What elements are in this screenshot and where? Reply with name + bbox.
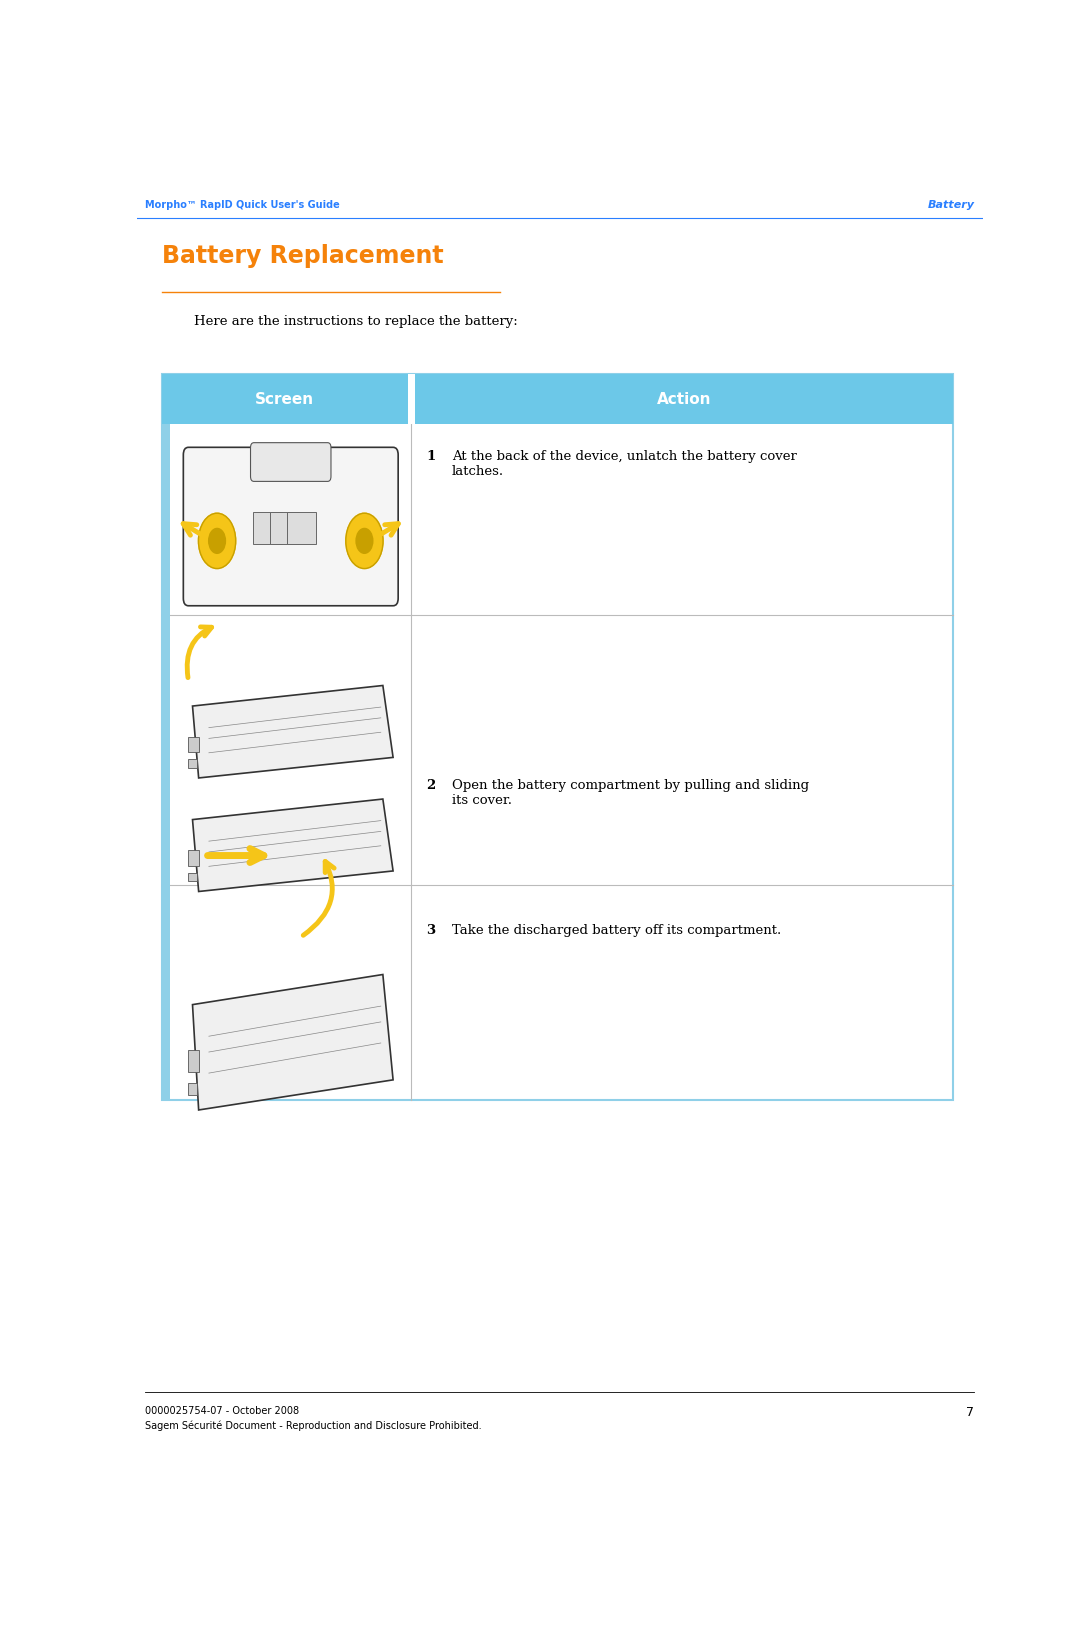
Text: Action: Action: [656, 392, 711, 406]
Circle shape: [199, 514, 236, 570]
Bar: [189, 1049, 199, 1072]
Bar: [189, 761, 197, 769]
Text: 3: 3: [426, 924, 436, 937]
Text: Screen: Screen: [256, 392, 314, 406]
Text: Take the discharged battery off its compartment.: Take the discharged battery off its comp…: [452, 924, 781, 937]
Bar: [252, 512, 283, 545]
Polygon shape: [192, 800, 393, 893]
Polygon shape: [192, 974, 393, 1110]
Text: Battery Replacement: Battery Replacement: [162, 243, 443, 268]
Text: 0000025754-07 - October 2008: 0000025754-07 - October 2008: [145, 1405, 299, 1415]
Text: Here are the instructions to replace the battery:: Here are the instructions to replace the…: [194, 315, 518, 328]
Text: 1: 1: [426, 450, 436, 463]
Bar: [162, 886, 170, 1100]
FancyBboxPatch shape: [250, 444, 331, 481]
Bar: [189, 850, 199, 867]
Bar: [407, 374, 415, 424]
Text: 7: 7: [966, 1405, 974, 1418]
Text: 2: 2: [426, 778, 436, 792]
Bar: [162, 424, 170, 615]
Bar: [189, 738, 199, 752]
Bar: [162, 615, 170, 886]
Polygon shape: [192, 685, 393, 778]
Text: Morpho™ RapID Quick User's Guide: Morpho™ RapID Quick User's Guide: [145, 199, 340, 209]
Circle shape: [209, 529, 225, 553]
Bar: [189, 1084, 197, 1095]
Text: At the back of the device, unlatch the battery cover
latches.: At the back of the device, unlatch the b…: [452, 450, 797, 478]
Circle shape: [346, 514, 383, 570]
Bar: [162, 374, 953, 424]
Text: Sagem Sécurité Document - Reproduction and Disclosure Prohibited.: Sagem Sécurité Document - Reproduction a…: [145, 1420, 482, 1430]
Text: Battery: Battery: [927, 199, 974, 209]
FancyBboxPatch shape: [183, 449, 399, 607]
Bar: [162, 374, 953, 1100]
Bar: [189, 873, 197, 881]
Bar: [270, 512, 299, 545]
Circle shape: [356, 529, 372, 553]
Text: Open the battery compartment by pulling and sliding
its cover.: Open the battery compartment by pulling …: [452, 778, 809, 806]
Bar: [286, 512, 317, 545]
